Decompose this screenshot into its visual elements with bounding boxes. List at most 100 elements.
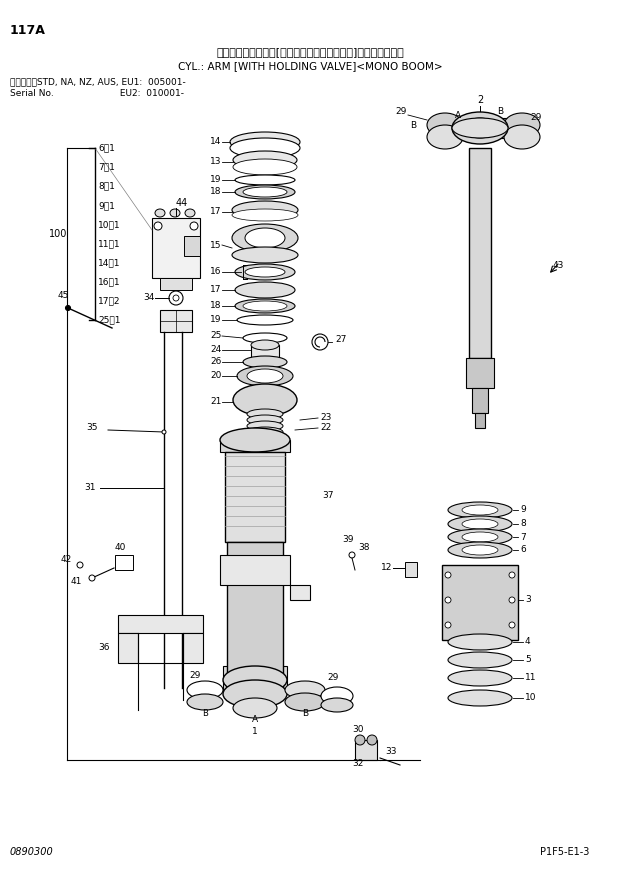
Ellipse shape bbox=[247, 427, 283, 437]
Ellipse shape bbox=[448, 502, 512, 518]
Ellipse shape bbox=[232, 209, 298, 221]
Text: 41: 41 bbox=[71, 578, 82, 587]
Circle shape bbox=[169, 291, 183, 305]
Text: 117A: 117A bbox=[10, 24, 46, 37]
Circle shape bbox=[154, 222, 162, 230]
Text: 10～1: 10～1 bbox=[98, 220, 121, 229]
Ellipse shape bbox=[243, 301, 287, 311]
Ellipse shape bbox=[235, 175, 295, 185]
Text: 31: 31 bbox=[84, 484, 96, 492]
Ellipse shape bbox=[220, 428, 290, 452]
Text: 20: 20 bbox=[210, 372, 221, 381]
Ellipse shape bbox=[247, 415, 283, 425]
Text: 30: 30 bbox=[352, 725, 364, 734]
Bar bbox=[220, 440, 290, 452]
Ellipse shape bbox=[448, 529, 512, 545]
Ellipse shape bbox=[227, 682, 283, 702]
Ellipse shape bbox=[452, 112, 508, 144]
Ellipse shape bbox=[232, 224, 298, 252]
Text: 40: 40 bbox=[114, 544, 126, 553]
Text: 29: 29 bbox=[327, 673, 339, 683]
Bar bbox=[160, 278, 192, 290]
Ellipse shape bbox=[367, 735, 377, 745]
Ellipse shape bbox=[504, 125, 540, 149]
Text: 8: 8 bbox=[520, 519, 526, 528]
Text: 29: 29 bbox=[530, 113, 541, 122]
Ellipse shape bbox=[232, 247, 298, 263]
Ellipse shape bbox=[223, 680, 287, 708]
Text: 34: 34 bbox=[143, 293, 154, 303]
Bar bbox=[223, 666, 287, 694]
Bar bbox=[469, 148, 491, 358]
Text: 36: 36 bbox=[99, 643, 110, 652]
Text: 6: 6 bbox=[520, 546, 526, 554]
Bar bbox=[475, 413, 485, 428]
Ellipse shape bbox=[427, 113, 463, 137]
Ellipse shape bbox=[187, 694, 223, 710]
Ellipse shape bbox=[355, 735, 365, 745]
Ellipse shape bbox=[321, 687, 353, 705]
Text: 23: 23 bbox=[320, 414, 331, 423]
Text: 10: 10 bbox=[525, 693, 536, 703]
Ellipse shape bbox=[462, 519, 498, 529]
Ellipse shape bbox=[285, 681, 325, 699]
Text: P1F5-E1-3: P1F5-E1-3 bbox=[540, 847, 590, 857]
Text: 27: 27 bbox=[335, 335, 347, 345]
Text: CYL.: ARM [WITH HOLDING VALVE]<MONO BOOM>: CYL.: ARM [WITH HOLDING VALVE]<MONO BOOM… bbox=[178, 61, 442, 71]
Text: 44: 44 bbox=[176, 198, 188, 208]
Text: B: B bbox=[497, 107, 503, 116]
Ellipse shape bbox=[448, 690, 512, 706]
Ellipse shape bbox=[185, 209, 195, 217]
Ellipse shape bbox=[251, 340, 279, 350]
Ellipse shape bbox=[223, 666, 287, 694]
Text: 13: 13 bbox=[210, 157, 221, 167]
Ellipse shape bbox=[462, 532, 498, 542]
Text: 7: 7 bbox=[520, 533, 526, 541]
Ellipse shape bbox=[504, 113, 540, 137]
Text: 18: 18 bbox=[210, 188, 221, 196]
Text: 8～1: 8～1 bbox=[98, 182, 115, 190]
Text: 0890300: 0890300 bbox=[10, 847, 54, 857]
Circle shape bbox=[445, 597, 451, 603]
Text: 21: 21 bbox=[210, 397, 221, 407]
Text: 7～1: 7～1 bbox=[98, 162, 115, 172]
Text: 22: 22 bbox=[320, 423, 331, 432]
Text: シリンダ：アーム　[ホールディングバルブ付]＜モノブーム＞: シリンダ：アーム [ホールディングバルブ付]＜モノブーム＞ bbox=[216, 47, 404, 57]
Text: 16: 16 bbox=[210, 267, 221, 277]
Text: 3: 3 bbox=[525, 595, 531, 604]
Ellipse shape bbox=[247, 421, 283, 431]
Ellipse shape bbox=[462, 505, 498, 515]
Circle shape bbox=[445, 622, 451, 628]
Ellipse shape bbox=[243, 187, 287, 197]
Ellipse shape bbox=[245, 228, 285, 248]
Text: 5: 5 bbox=[525, 656, 531, 664]
Text: 12: 12 bbox=[381, 563, 392, 573]
Ellipse shape bbox=[448, 670, 512, 686]
Ellipse shape bbox=[247, 369, 283, 383]
Ellipse shape bbox=[233, 151, 297, 169]
Bar bbox=[227, 542, 283, 692]
Ellipse shape bbox=[155, 209, 165, 217]
Circle shape bbox=[173, 295, 179, 301]
Text: 適用号機　STD, NA, NZ, AUS, EU1:  005001-: 適用号機 STD, NA, NZ, AUS, EU1: 005001- bbox=[10, 78, 186, 86]
Text: 29: 29 bbox=[189, 670, 201, 679]
Text: 17: 17 bbox=[210, 208, 221, 217]
Ellipse shape bbox=[230, 138, 300, 158]
Ellipse shape bbox=[243, 356, 287, 368]
Polygon shape bbox=[220, 555, 310, 600]
Ellipse shape bbox=[285, 693, 325, 711]
Circle shape bbox=[89, 575, 95, 581]
Text: 1: 1 bbox=[252, 727, 258, 737]
Text: 9～1: 9～1 bbox=[98, 201, 115, 210]
Text: B: B bbox=[202, 710, 208, 718]
Ellipse shape bbox=[230, 132, 300, 152]
Bar bbox=[118, 615, 203, 633]
Text: 2: 2 bbox=[477, 95, 483, 105]
Circle shape bbox=[312, 334, 328, 350]
Text: Serial No.                       EU2:  010001-: Serial No. EU2: 010001- bbox=[10, 88, 184, 98]
Text: 24: 24 bbox=[210, 346, 221, 354]
Text: 32: 32 bbox=[352, 759, 364, 767]
Ellipse shape bbox=[233, 384, 297, 416]
Ellipse shape bbox=[427, 125, 463, 149]
Ellipse shape bbox=[465, 118, 495, 138]
